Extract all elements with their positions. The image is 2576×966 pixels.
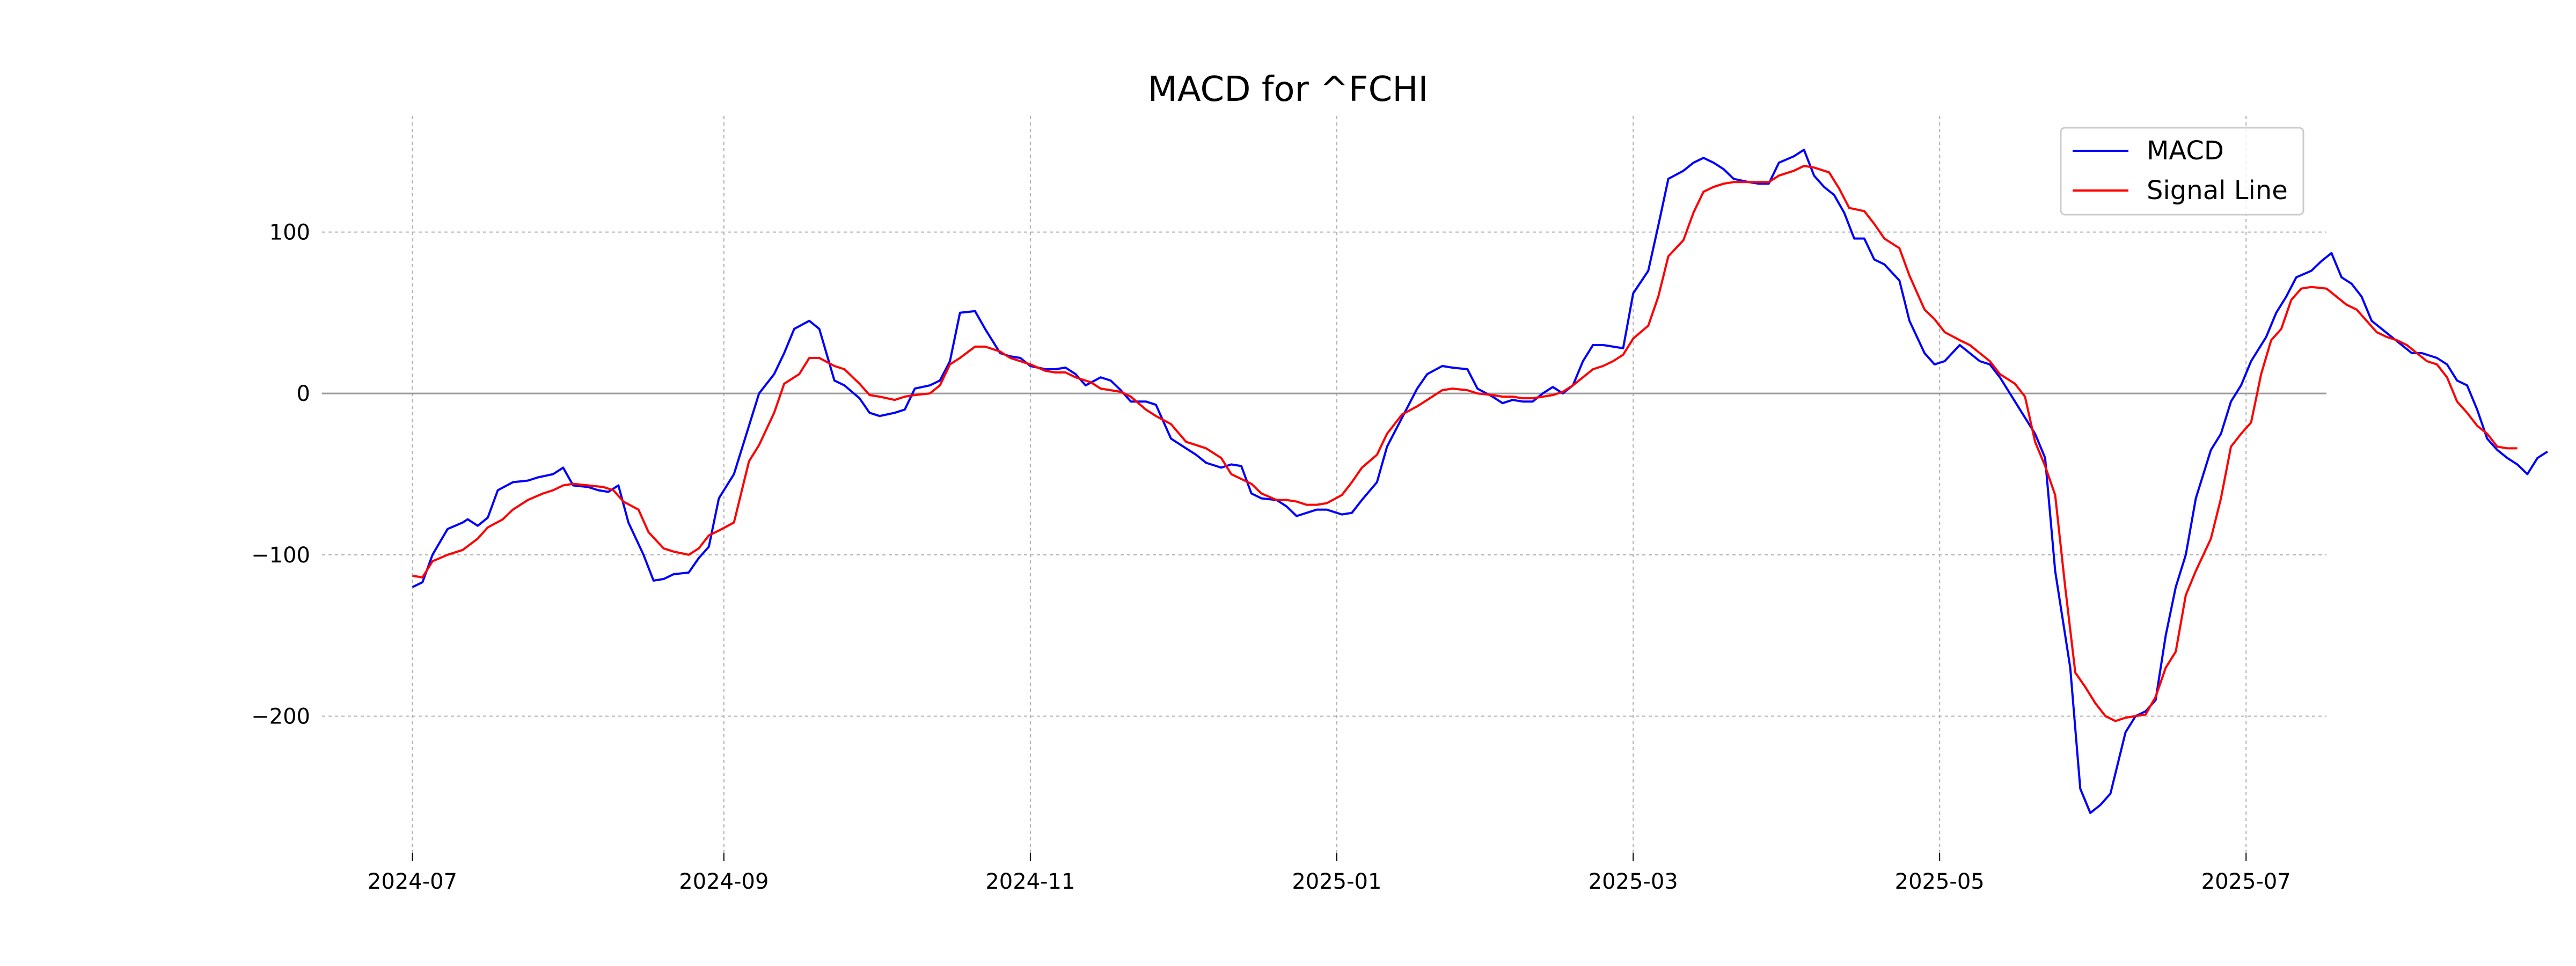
series-lines bbox=[412, 149, 2548, 814]
legend-frame bbox=[2060, 127, 2304, 216]
x-tick-label: 2024-07 bbox=[368, 869, 457, 894]
y-tick-label: 100 bbox=[269, 220, 310, 245]
grid-lines bbox=[322, 116, 2326, 853]
x-tick-label: 2025-03 bbox=[1589, 869, 1678, 894]
x-axis-ticks: 2024-07 2024-09 2024-11 2025-01 2025-03 2025-… bbox=[368, 853, 2291, 894]
y-tick-label: −100 bbox=[251, 543, 310, 568]
chart-legend: MACD Signal Line bbox=[2060, 127, 2304, 216]
chart-title: MACD for ^FCHI bbox=[1148, 70, 1429, 109]
y-axis-ticks: 100 0 −100 −200 bbox=[251, 220, 310, 729]
legend-label-signal-line: Signal Line bbox=[2147, 175, 2288, 206]
series-line-macd bbox=[412, 149, 2548, 814]
y-tick-label: 0 bbox=[297, 382, 310, 406]
x-tick-label: 2024-09 bbox=[679, 869, 769, 894]
y-tick-label: −200 bbox=[251, 704, 310, 729]
x-tick-label: 2025-05 bbox=[1895, 869, 1985, 894]
series-line-signal-line bbox=[412, 165, 2518, 722]
legend-label-macd: MACD bbox=[2147, 136, 2224, 166]
x-tick-label: 2025-07 bbox=[2201, 869, 2291, 894]
x-tick-label: 2025-01 bbox=[1292, 869, 1381, 894]
x-tick-label: 2024-11 bbox=[985, 869, 1075, 894]
